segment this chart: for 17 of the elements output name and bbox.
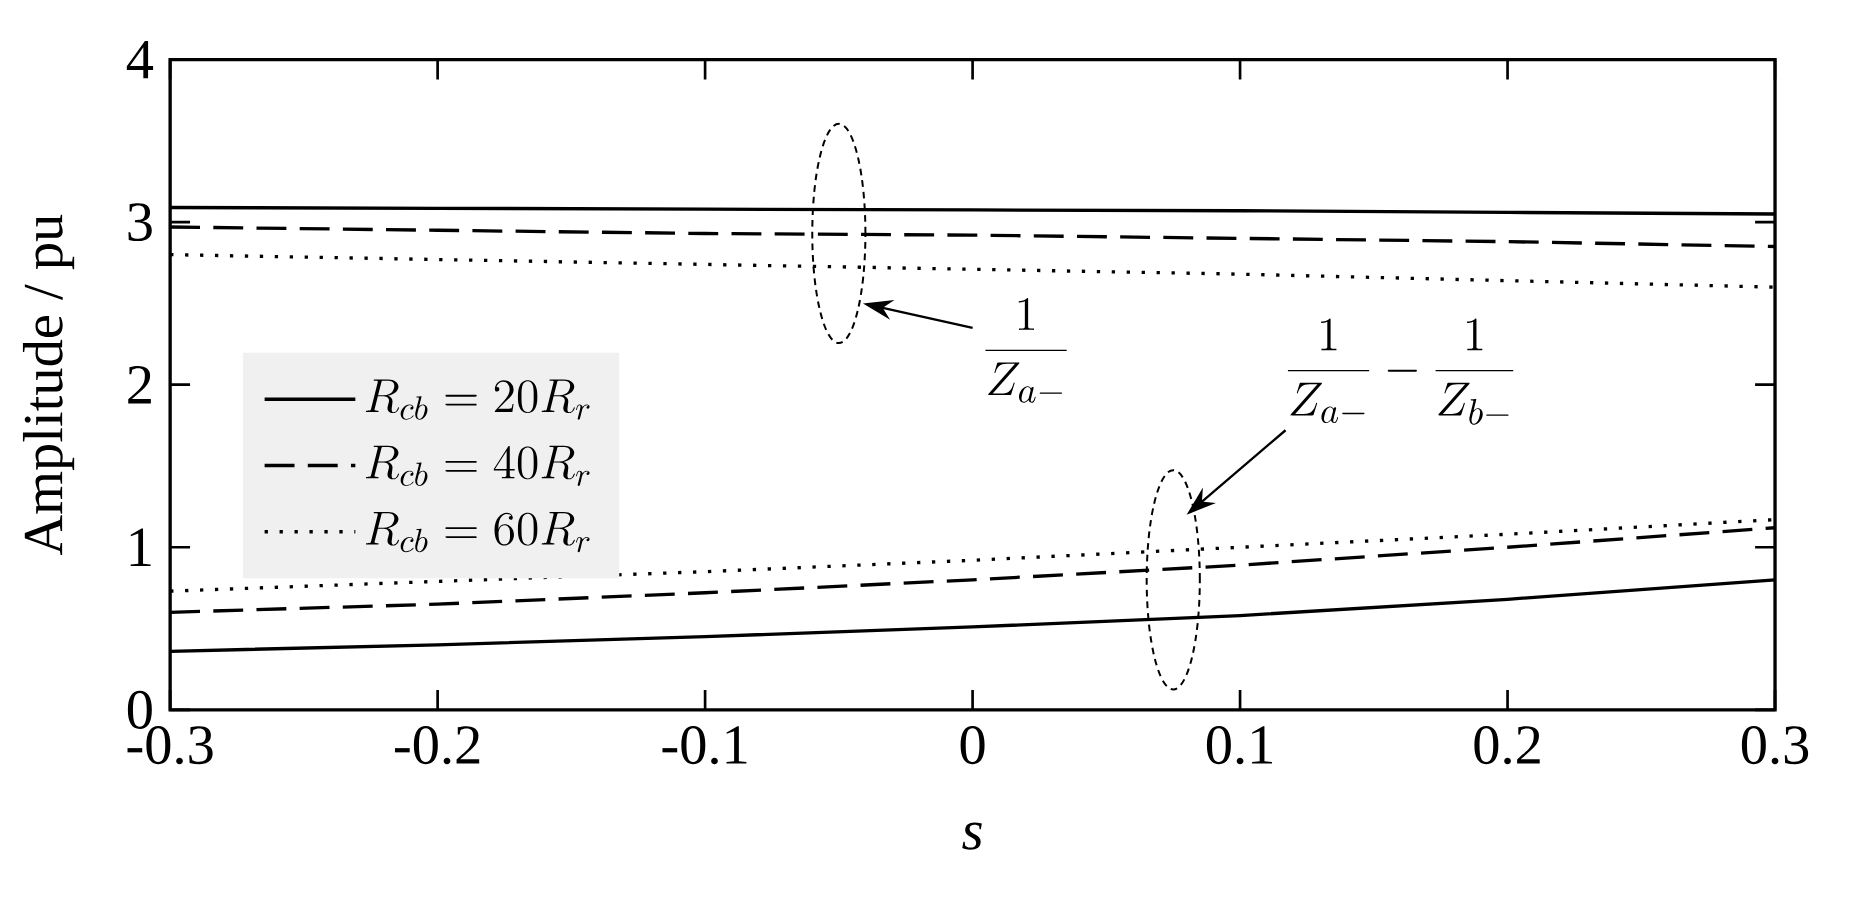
y-tick-label: 2 xyxy=(128,365,151,404)
x-axis-title: s xyxy=(962,822,982,850)
y-tick-label: 3 xyxy=(128,202,152,241)
y-axis-title: Amplitude / pu xyxy=(22,214,75,555)
y-tick-label: 1 xyxy=(130,528,151,566)
x-tick-label: -0.2 xyxy=(395,725,480,765)
x-tick-label: 0.1 xyxy=(1206,725,1272,765)
annotation: $\frac{1}{Z_{a-}}$ xyxy=(985,297,1067,403)
x-tick-label: 0 xyxy=(960,725,985,764)
annotation: $\frac{1}{Z_{a-}}-\frac{1}{Z_{b-}}$ xyxy=(1287,318,1514,425)
legend-label: $R_{cb}=40R_r$ xyxy=(365,445,590,486)
y-tick-label: 4 xyxy=(126,40,154,78)
x-tick-label: -0.1 xyxy=(662,725,747,765)
x-tick-label: 0.3 xyxy=(1741,725,1809,765)
x-tick-label: 0.2 xyxy=(1474,725,1540,765)
legend-label: $R_{cb}=20R_r$ xyxy=(365,379,590,420)
legend-label: $R_{cb}=60R_r$ xyxy=(365,511,590,552)
